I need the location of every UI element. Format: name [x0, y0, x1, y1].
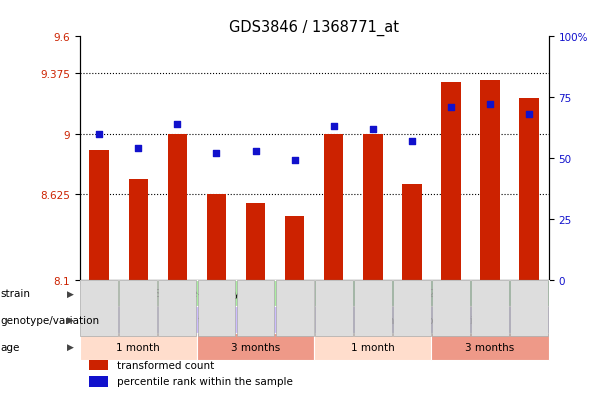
Text: 1 month: 1 month — [116, 342, 160, 352]
Text: percentile rank within the sample: percentile rank within the sample — [117, 377, 293, 387]
Text: strain: strain — [0, 288, 30, 298]
Text: 1 month: 1 month — [351, 342, 395, 352]
Bar — [285, 217, 305, 280]
Bar — [363, 134, 383, 280]
Bar — [89, 360, 108, 370]
Point — [211, 150, 221, 157]
Text: ▶: ▶ — [67, 316, 74, 325]
Point — [485, 102, 495, 109]
Bar — [314, 306, 549, 333]
Text: PKD-2-247: PKD-2-247 — [404, 288, 459, 298]
Title: GDS3846 / 1368771_at: GDS3846 / 1368771_at — [229, 20, 399, 36]
Text: Wild type: Wild type — [172, 315, 221, 325]
Bar — [197, 333, 314, 360]
Bar — [314, 280, 549, 306]
Text: Sprague-Dawley: Sprague-Dawley — [154, 288, 240, 298]
Text: Truncated polycystin-2: Truncated polycystin-2 — [372, 315, 490, 325]
Point — [172, 121, 182, 128]
Point — [94, 131, 104, 138]
Bar — [402, 185, 422, 280]
Bar — [207, 194, 226, 280]
Point — [251, 148, 261, 154]
Text: genotype/variation: genotype/variation — [0, 315, 99, 325]
Bar — [167, 134, 187, 280]
Bar — [89, 377, 108, 387]
Text: age: age — [0, 342, 20, 352]
Bar — [80, 333, 197, 360]
Point — [407, 138, 417, 145]
Bar — [441, 83, 461, 280]
Bar — [80, 306, 314, 333]
Point — [329, 123, 338, 130]
Text: ▶: ▶ — [67, 289, 74, 298]
Point — [524, 112, 534, 118]
Bar — [324, 134, 343, 280]
Point — [134, 145, 143, 152]
Point — [368, 126, 378, 133]
Bar — [246, 204, 265, 280]
Point — [290, 158, 300, 164]
Bar — [519, 99, 539, 280]
Bar — [80, 280, 314, 306]
Text: 3 months: 3 months — [231, 342, 280, 352]
Point — [446, 104, 456, 111]
Bar — [480, 81, 500, 280]
Bar — [129, 180, 148, 280]
Text: ▶: ▶ — [67, 342, 74, 351]
Bar — [89, 150, 109, 280]
Text: transformed count: transformed count — [117, 360, 215, 370]
Bar — [432, 333, 549, 360]
Text: 3 months: 3 months — [465, 342, 515, 352]
Bar — [314, 333, 432, 360]
